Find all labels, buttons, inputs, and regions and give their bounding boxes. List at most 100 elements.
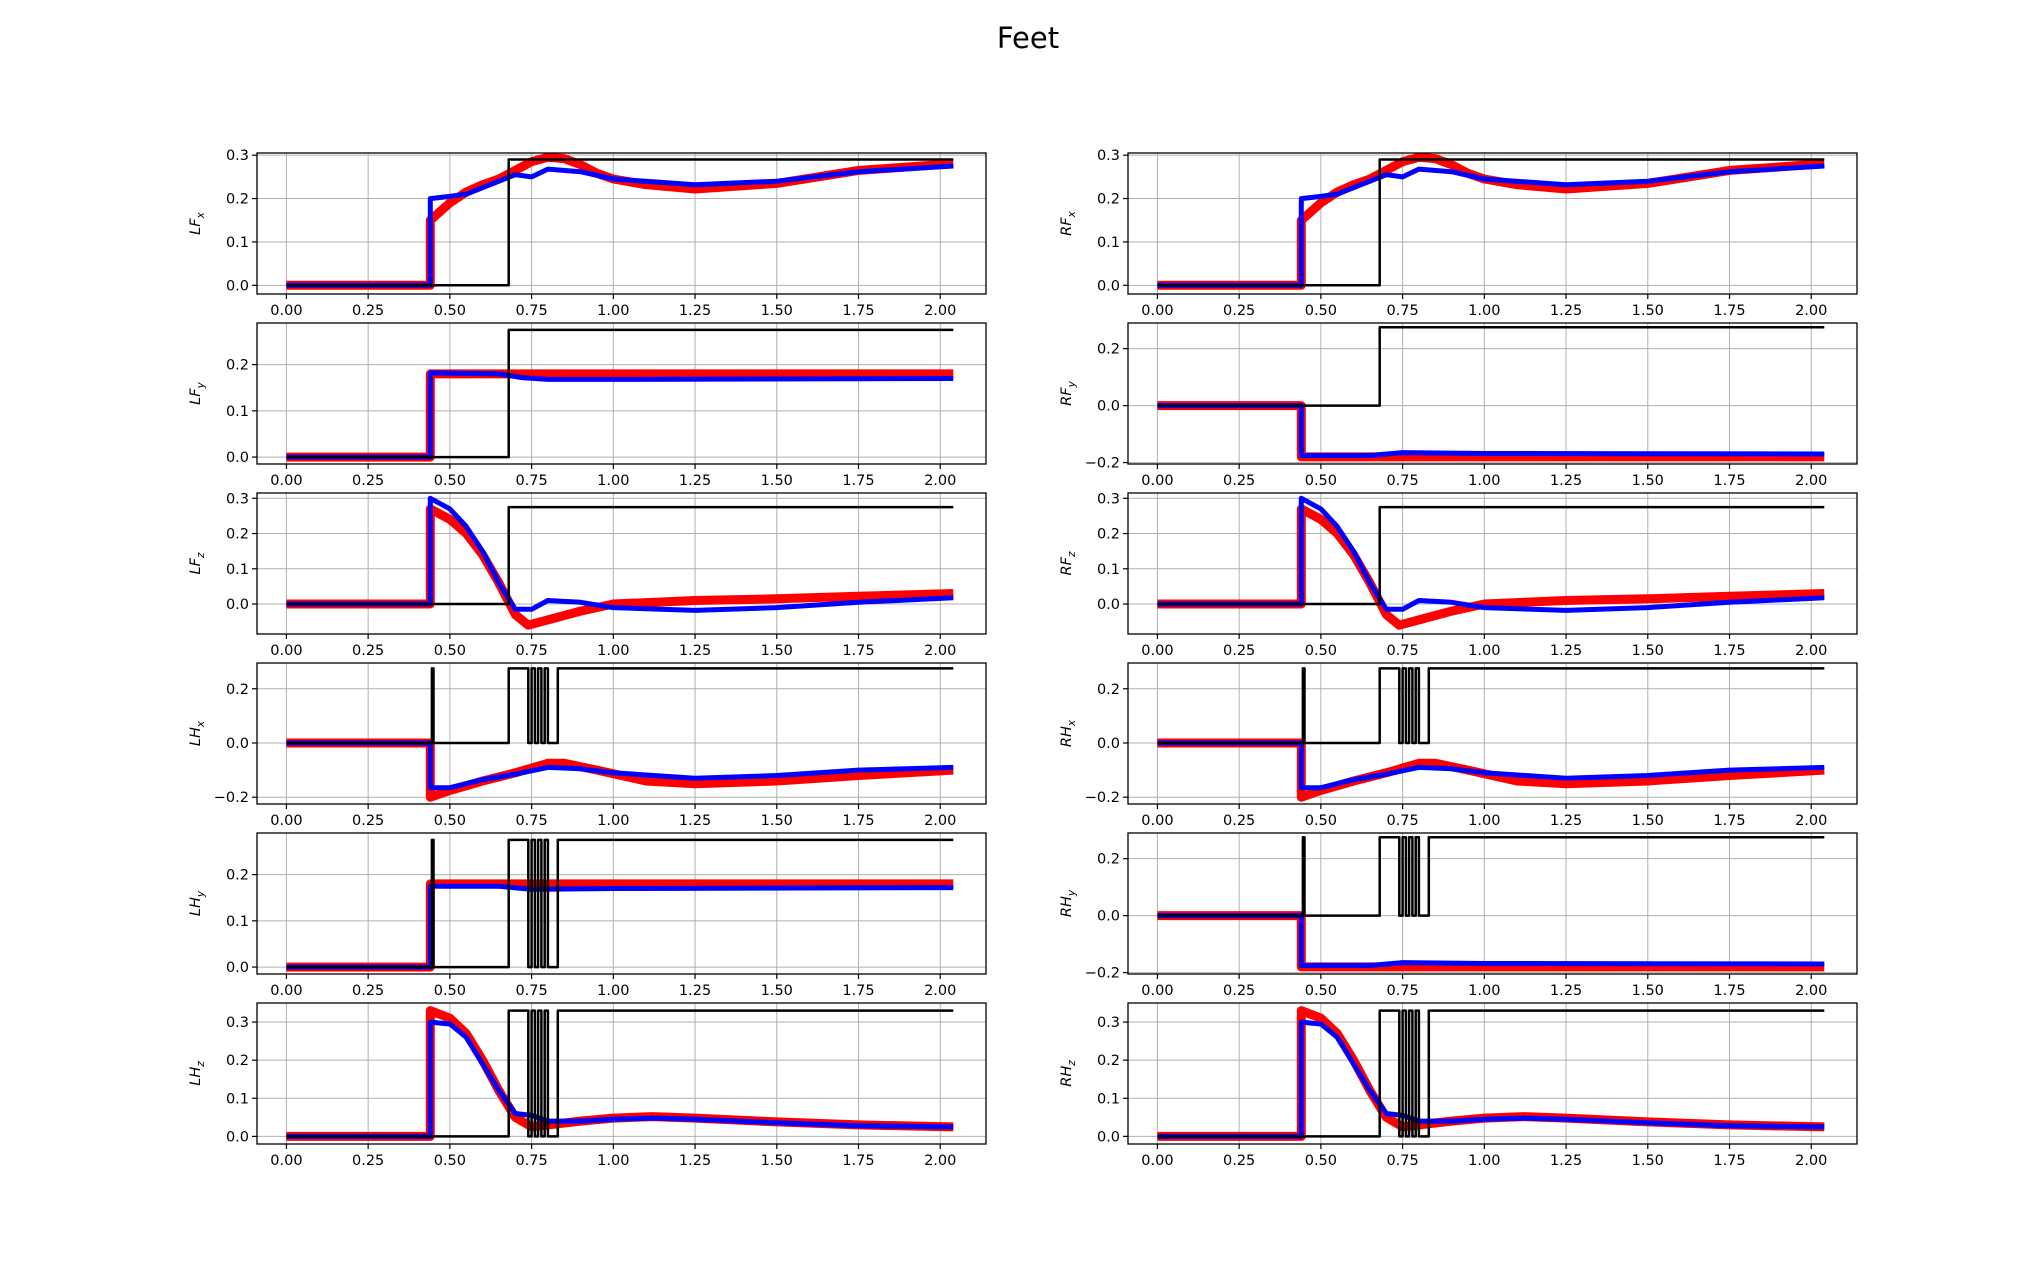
x-tick-label: 1.75 (1713, 983, 1745, 999)
series-group (1157, 326, 1825, 462)
x-tick-label: 1.25 (1550, 473, 1582, 489)
y-axis-label: RHz (1059, 1060, 1078, 1087)
y-tick-label: 0.1 (226, 562, 249, 578)
subplot-rf-x: 0.00 0.25 0.50 0.75 1.00 1.25 1.50 1.75 2.00 0.0 0… (1059, 148, 1858, 319)
x-tick-label: 1.50 (1632, 643, 1664, 659)
subplot-grid: 0.00 0.25 0.50 0.75 1.00 1.25 1.50 1.75 2.000.00… (188, 148, 1858, 1169)
series-group (1157, 667, 1825, 802)
y-tick-label: 0.2 (1097, 852, 1120, 868)
x-tick-label: 1.25 (679, 813, 711, 829)
y-tick-label: 0.2 (226, 527, 249, 543)
y-axis-label: RFx (1059, 210, 1078, 235)
y-tick-label: 0.3 (226, 148, 249, 164)
red-series-line (1157, 504, 1825, 630)
x-tick-label: 0.25 (1223, 813, 1255, 829)
subplot-rh-x: 0.00 0.25 0.50 0.75 1.00 1.25 1.50 1.75 2.00 −0.2… (1059, 662, 1858, 829)
x-tick-label: 0.00 (1141, 983, 1173, 999)
x-tick-label: 1.00 (1468, 473, 1500, 489)
x-tick-label: 1.00 (597, 303, 629, 319)
x-tick-label: 2.00 (1795, 303, 1827, 319)
blue-series-line (286, 740, 954, 791)
red-series-line (1157, 738, 1825, 802)
red-series-line (1157, 911, 1825, 972)
x-tick-label: 0.50 (434, 983, 466, 999)
x-tick-label: 1.75 (842, 1153, 874, 1169)
x-tick-label: 0.00 (1141, 473, 1173, 489)
x-tick-label: 2.00 (1795, 643, 1827, 659)
y-tick-label: 0.2 (226, 868, 249, 884)
black-series-line (1157, 326, 1825, 407)
axes-frame (1127, 152, 1858, 295)
x-tick-label: 0.75 (515, 1153, 547, 1169)
y-tick-label: 0.0 (1097, 909, 1120, 925)
x-tick-label: 0.50 (434, 473, 466, 489)
subplot-rh-z: 0.00 0.25 0.50 0.75 1.00 1.25 1.50 1.75 2.00 0.0 0… (1059, 1002, 1858, 1169)
y-tick-label: 0.0 (1097, 1129, 1120, 1145)
x-tick-label: 1.25 (1550, 813, 1582, 829)
blue-series-line (286, 883, 954, 970)
black-series-line (286, 838, 954, 969)
subplot-lf-y: 0.00 0.25 0.50 0.75 1.00 1.25 1.50 1.75 2.00 0.0 0… (188, 322, 987, 489)
subplot-rf-z: 0.00 0.25 0.50 0.75 1.00 1.25 1.50 1.75 2.00 0.0 0… (1059, 491, 1858, 659)
x-tick-label: 1.00 (1468, 1153, 1500, 1169)
x-tick-label: 0.75 (1386, 813, 1418, 829)
black-series-line (286, 158, 954, 287)
y-tick-label: 0.0 (1097, 278, 1120, 294)
y-tick-label: 0.1 (1097, 562, 1120, 578)
series-group (286, 667, 954, 802)
y-tick-label: 0.2 (226, 682, 249, 698)
x-tick-label: 1.00 (597, 813, 629, 829)
x-tick-label: 2.00 (1795, 473, 1827, 489)
x-tick-label: 0.25 (1223, 983, 1255, 999)
x-tick-label: 0.75 (515, 813, 547, 829)
series-group (286, 495, 954, 630)
black-series-line (286, 667, 954, 745)
series-group (286, 838, 954, 972)
x-tick-label: 1.00 (597, 983, 629, 999)
subplot-lh-z: 0.00 0.25 0.50 0.75 1.00 1.25 1.50 1.75 2.00 0.0 0… (188, 1002, 987, 1169)
x-tick-label: 0.25 (352, 813, 384, 829)
x-tick-label: 1.25 (679, 643, 711, 659)
black-series-line (1157, 158, 1825, 287)
subplot-lf-z: 0.00 0.25 0.50 0.75 1.00 1.25 1.50 1.75 2.00 0.0 0… (188, 491, 987, 659)
x-tick-label: 0.75 (1386, 473, 1418, 489)
x-tick-label: 1.75 (1713, 473, 1745, 489)
y-axis-label: LFy (188, 381, 207, 404)
y-tick-label: 0.1 (1097, 1091, 1120, 1107)
series-group (286, 1006, 954, 1141)
y-tick-label: 0.3 (1097, 148, 1120, 164)
x-tick-label: 0.25 (352, 1153, 384, 1169)
y-tick-label: −0.2 (1085, 966, 1120, 982)
x-tick-label: 1.00 (1468, 983, 1500, 999)
subplot-lf-x: 0.00 0.25 0.50 0.75 1.00 1.25 1.50 1.75 2.00 0.0 0… (188, 148, 987, 319)
y-tick-label: 0.3 (1097, 1015, 1120, 1031)
figure-title: Feet (997, 21, 1059, 55)
x-tick-label: 1.75 (842, 643, 874, 659)
y-tick-label: 0.2 (1097, 1053, 1120, 1069)
series-group (286, 328, 954, 462)
blue-series-line (1157, 163, 1825, 288)
y-tick-label: 0.0 (226, 736, 249, 752)
x-tick-label: 0.00 (270, 473, 302, 489)
y-tick-label: 0.1 (226, 235, 249, 251)
y-tick-label: 0.0 (226, 450, 249, 466)
blue-series-line (286, 163, 954, 288)
x-tick-label: 0.25 (352, 303, 384, 319)
subplot-lh-y: 0.00 0.25 0.50 0.75 1.00 1.25 1.50 1.75 2.00 0.0 0… (188, 832, 987, 999)
x-tick-label: 0.50 (1305, 473, 1337, 489)
series-group (286, 153, 954, 290)
x-tick-label: 0.75 (1386, 643, 1418, 659)
y-tick-label: −0.2 (214, 790, 249, 806)
x-tick-label: 1.00 (597, 473, 629, 489)
x-tick-label: 0.00 (270, 1153, 302, 1169)
series-group (1157, 836, 1825, 972)
x-tick-label: 0.50 (1305, 643, 1337, 659)
y-axis-label: RFz (1059, 551, 1078, 575)
y-axis-label: LHx (188, 720, 207, 746)
x-tick-label: 1.00 (597, 1153, 629, 1169)
blue-series-line (1157, 740, 1825, 791)
x-tick-label: 1.25 (679, 303, 711, 319)
black-series-line (1157, 505, 1825, 606)
y-tick-label: 0.2 (1097, 527, 1120, 543)
y-tick-label: 0.2 (226, 1053, 249, 1069)
